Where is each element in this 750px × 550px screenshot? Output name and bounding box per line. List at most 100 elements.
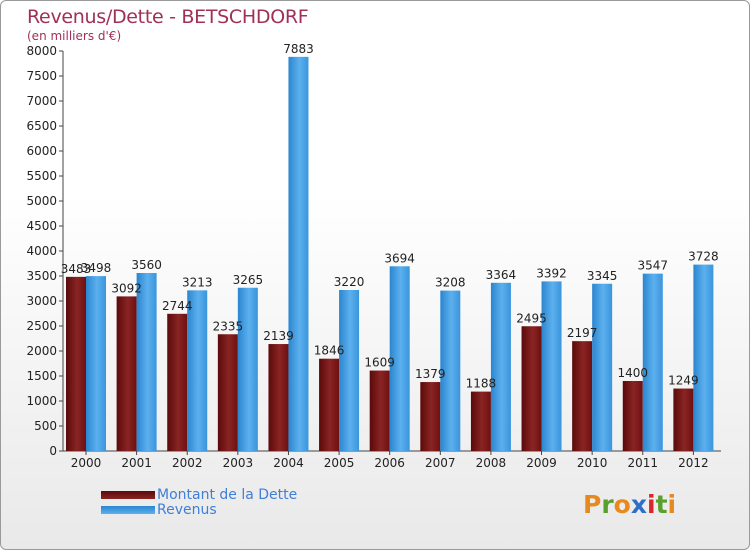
x-tick-label: 2009: [526, 456, 557, 470]
data-label: 2139: [263, 329, 294, 343]
bar-debt: [217, 334, 238, 451]
chart-legend: Montant de la Dette Revenus: [101, 486, 298, 518]
bar-debt: [66, 276, 86, 451]
data-label: 1249: [668, 374, 699, 388]
legend-item-debt: Montant de la Dette: [101, 486, 298, 503]
y-tick-label: 3000: [26, 294, 57, 308]
bar-debt: [369, 370, 390, 451]
bar-revenue: [490, 282, 511, 451]
data-label: 1188: [466, 377, 497, 391]
legend-item-revenue: Revenus: [101, 501, 297, 518]
bar-debt: [521, 326, 542, 451]
bar-debt: [420, 382, 441, 451]
y-tick-label: 5500: [26, 169, 57, 183]
data-label: 3694: [384, 251, 415, 265]
data-label: 3220: [334, 275, 365, 289]
data-label: 2744: [162, 299, 193, 313]
bar-revenue: [339, 290, 360, 451]
logo-letter: i: [667, 490, 677, 519]
y-tick-label: 6000: [26, 144, 57, 158]
chart-title: Revenus/Dette - BETSCHDORF: [27, 6, 309, 28]
bar-revenue: [86, 276, 106, 451]
data-label: 3392: [536, 266, 567, 280]
bar-revenue: [592, 283, 613, 451]
data-label: 1379: [415, 367, 446, 381]
bar-revenue: [288, 56, 309, 451]
data-label: 3208: [435, 276, 466, 290]
x-tick-label: 2010: [577, 456, 608, 470]
data-label: 3345: [587, 269, 618, 283]
bar-debt: [470, 391, 491, 451]
bar-revenue: [136, 273, 157, 451]
x-tick-label: 2008: [476, 456, 507, 470]
data-label: 2495: [516, 311, 547, 325]
data-label: 1609: [364, 356, 395, 370]
proxiti-logo: Proxiti: [583, 490, 676, 519]
data-label: 1400: [617, 366, 648, 380]
logo-letter: t: [655, 490, 668, 519]
y-tick-label: 500: [34, 419, 57, 433]
y-tick-label: 4500: [26, 219, 57, 233]
bar-debt: [116, 296, 137, 451]
y-tick-label: 1500: [26, 369, 57, 383]
y-tick-label: 0: [49, 444, 57, 458]
y-tick-label: 5000: [26, 194, 57, 208]
logo-letter: r: [601, 490, 614, 519]
x-tick-label: 2004: [273, 456, 304, 470]
data-label: 3364: [486, 268, 517, 282]
chart-subtitle: (en milliers d'€): [27, 29, 122, 43]
y-tick-label: 6500: [26, 119, 57, 133]
data-label: 1846: [314, 344, 345, 358]
bar-debt: [572, 341, 593, 451]
bar-revenue: [389, 266, 410, 451]
x-tick-label: 2001: [121, 456, 152, 470]
logo-letter: i: [647, 490, 656, 519]
bar-debt: [268, 344, 289, 451]
y-tick-label: 7500: [26, 69, 57, 83]
x-tick-label: 2007: [425, 456, 456, 470]
y-tick-label: 2000: [26, 344, 57, 358]
bar-revenue: [440, 290, 461, 451]
legend-swatch-revenue: [101, 505, 155, 514]
y-tick-label: 4000: [26, 244, 57, 258]
data-label: 3092: [111, 281, 142, 295]
logo-letter: P: [583, 490, 602, 519]
logo-letter: x: [630, 490, 647, 519]
bar-revenue: [541, 281, 562, 451]
data-label: 7883: [283, 42, 314, 56]
x-tick-label: 2002: [172, 456, 203, 470]
y-tick-label: 8000: [26, 44, 57, 58]
x-tick-label: 2012: [678, 456, 709, 470]
y-tick-label: 7000: [26, 94, 57, 108]
y-tick-label: 2500: [26, 319, 57, 333]
x-tick-label: 2000: [71, 456, 102, 470]
data-label: 3498: [81, 261, 112, 275]
data-label: 2197: [567, 326, 598, 340]
x-tick-label: 2006: [374, 456, 405, 470]
data-label: 3483: [61, 262, 92, 276]
bar-debt: [622, 381, 643, 451]
logo-letter: o: [613, 490, 631, 519]
legend-label-revenue: Revenus: [157, 501, 217, 518]
bar-debt: [167, 313, 188, 451]
data-label: 3213: [182, 275, 213, 289]
data-label: 3547: [637, 259, 668, 273]
bar-revenue: [642, 273, 663, 451]
y-tick-label: 1000: [26, 394, 57, 408]
x-tick-label: 2003: [223, 456, 254, 470]
bar-debt: [673, 388, 694, 451]
legend-swatch-debt: [101, 490, 155, 499]
bar-revenue: [187, 290, 208, 451]
data-label: 3728: [688, 250, 719, 264]
x-tick-label: 2011: [627, 456, 658, 470]
y-tick-label: 3500: [26, 269, 57, 283]
data-label: 3265: [233, 273, 264, 287]
bar-revenue: [237, 287, 258, 451]
bar-debt: [319, 358, 340, 451]
data-label: 2335: [213, 319, 244, 333]
x-tick-label: 2005: [324, 456, 355, 470]
legend-label-debt: Montant de la Dette: [157, 486, 298, 503]
bar-revenue: [693, 264, 714, 451]
